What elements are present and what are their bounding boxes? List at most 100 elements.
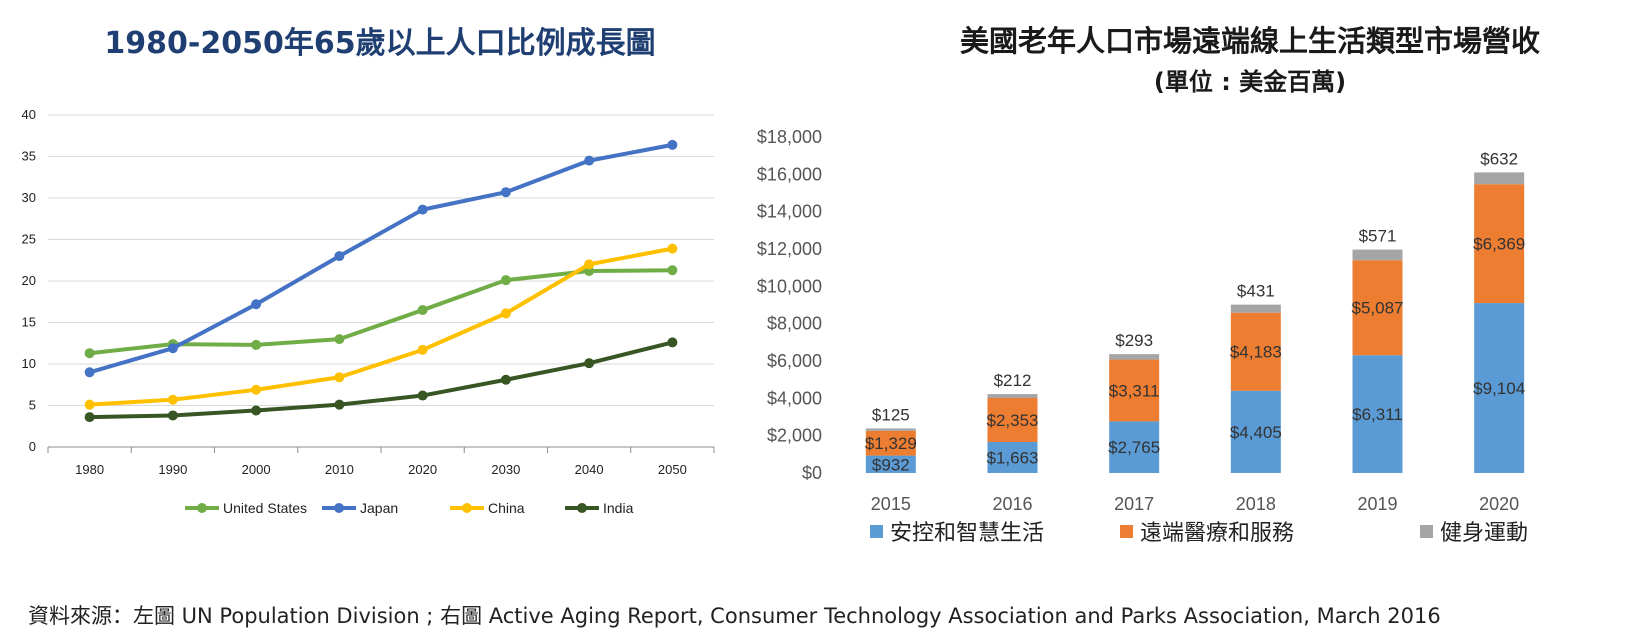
bar-y-tick-label: $8,000 xyxy=(767,314,822,334)
bar-data-label: $431 xyxy=(1237,282,1275,301)
line-legend-label: India xyxy=(603,500,634,516)
bar-data-label: $1,663 xyxy=(987,448,1039,467)
line-data-point xyxy=(667,337,678,348)
line-legend-marker xyxy=(334,503,344,513)
bar-data-label: $2,765 xyxy=(1108,438,1160,457)
bar-y-tick-label: $16,000 xyxy=(757,164,822,184)
line-data-point xyxy=(251,299,262,310)
bar-data-label: $3,311 xyxy=(1109,381,1160,400)
line-data-point xyxy=(667,243,678,254)
bar-segment xyxy=(1109,359,1160,422)
bar-x-tick-label: 2019 xyxy=(1357,494,1397,514)
bar-y-tick-label: $4,000 xyxy=(767,388,822,408)
line-x-tick-label: 2030 xyxy=(491,462,520,477)
bar-segment xyxy=(1230,304,1281,313)
bar-legend-swatch xyxy=(1420,525,1433,538)
line-data-point xyxy=(251,339,262,350)
bar-data-label: $6,311 xyxy=(1352,405,1403,424)
line-data-point xyxy=(584,155,595,166)
line-data-point xyxy=(417,305,428,316)
bar-segment xyxy=(1474,184,1525,304)
line-data-point xyxy=(584,259,595,270)
line-data-point xyxy=(417,344,428,355)
line-y-tick-label: 20 xyxy=(22,273,36,288)
bar-y-tick-label: $14,000 xyxy=(757,202,822,222)
line-data-point xyxy=(667,139,678,150)
line-y-tick-label: 35 xyxy=(22,149,36,164)
bar-y-tick-label: $12,000 xyxy=(757,239,822,259)
line-x-tick-label: 2040 xyxy=(575,462,604,477)
bar-segment xyxy=(865,428,916,431)
line-data-point xyxy=(251,384,262,395)
bar-legend-label: 遠端醫療和服務 xyxy=(1140,521,1294,546)
line-legend-marker xyxy=(577,503,587,513)
line-y-tick-label: 5 xyxy=(29,398,36,413)
bar-segment xyxy=(1352,260,1403,356)
bar-data-label: $9,104 xyxy=(1473,379,1525,398)
bar-segment xyxy=(1230,312,1281,391)
line-data-point xyxy=(417,390,428,401)
bar-data-label: $4,183 xyxy=(1230,343,1282,362)
bar-segment xyxy=(987,441,1038,473)
right-chart-title: 美國老年人口市場遠端線上生活類型市場營收 xyxy=(959,24,1540,58)
line-x-tick-label: 2010 xyxy=(325,462,354,477)
bar-data-label: $4,405 xyxy=(1230,423,1282,442)
line-y-tick-label: 0 xyxy=(29,439,36,454)
bar-segment xyxy=(865,455,916,473)
bar-segment xyxy=(1474,303,1525,473)
right-chart-subtitle: (單位 : 美金百萬) xyxy=(1153,68,1347,96)
bar-y-tick-label: $0 xyxy=(802,463,822,483)
bar-x-tick-label: 2020 xyxy=(1479,494,1519,514)
bar-data-label: $5,087 xyxy=(1352,299,1404,318)
bar-segment xyxy=(1109,421,1160,473)
line-data-point xyxy=(667,265,678,276)
line-y-tick-label: 40 xyxy=(22,107,36,122)
line-legend-marker xyxy=(462,503,472,513)
line-data-point xyxy=(84,367,95,378)
bar-data-label: $2,353 xyxy=(987,411,1039,430)
line-series xyxy=(87,246,675,407)
bar-segment xyxy=(1352,355,1403,473)
line-data-point xyxy=(500,374,511,385)
bar-y-tick-label: $18,000 xyxy=(757,127,822,147)
bar-y-tick-label: $10,000 xyxy=(757,276,822,296)
line-series xyxy=(87,340,675,420)
line-y-tick-label: 25 xyxy=(22,232,36,247)
line-series xyxy=(87,142,675,375)
bar-x-tick-label: 2017 xyxy=(1114,494,1154,514)
line-x-tick-label: 2050 xyxy=(658,462,687,477)
bar-data-label: $293 xyxy=(1115,331,1153,350)
line-data-point xyxy=(167,343,178,354)
bar-data-label: $1,329 xyxy=(865,434,917,453)
line-data-point xyxy=(334,334,345,345)
bar-x-tick-label: 2015 xyxy=(871,494,911,514)
left-chart-title: 1980-2050年65歲以上人口比例成長圖 xyxy=(104,26,656,61)
line-x-tick-label: 2020 xyxy=(408,462,437,477)
line-data-point xyxy=(500,275,511,286)
bar-y-tick-label: $6,000 xyxy=(767,351,822,371)
line-data-point xyxy=(251,405,262,416)
line-data-point xyxy=(500,187,511,198)
line-x-tick-label: 1980 xyxy=(75,462,104,477)
bar-data-label: $571 xyxy=(1359,227,1397,246)
bar-segment xyxy=(987,394,1038,399)
line-data-point xyxy=(334,372,345,383)
bar-legend-swatch xyxy=(1120,525,1133,538)
bar-segment xyxy=(1230,390,1281,473)
line-legend-label: Japan xyxy=(360,500,398,516)
bar-data-label: $932 xyxy=(872,455,910,474)
bar-legend-swatch xyxy=(870,525,883,538)
bar-segment xyxy=(1352,249,1403,261)
bar-data-label: $212 xyxy=(994,371,1032,390)
line-data-point xyxy=(500,308,511,319)
bar-legend-label: 安控和智慧生活 xyxy=(890,521,1044,546)
bar-data-label: $125 xyxy=(872,405,910,424)
line-y-tick-label: 10 xyxy=(22,356,36,371)
line-data-point xyxy=(417,204,428,215)
line-data-point xyxy=(167,410,178,421)
line-y-tick-label: 30 xyxy=(22,190,36,205)
bar-segment xyxy=(865,430,916,456)
line-data-point xyxy=(84,399,95,410)
bar-y-tick-label: $2,000 xyxy=(767,426,822,446)
